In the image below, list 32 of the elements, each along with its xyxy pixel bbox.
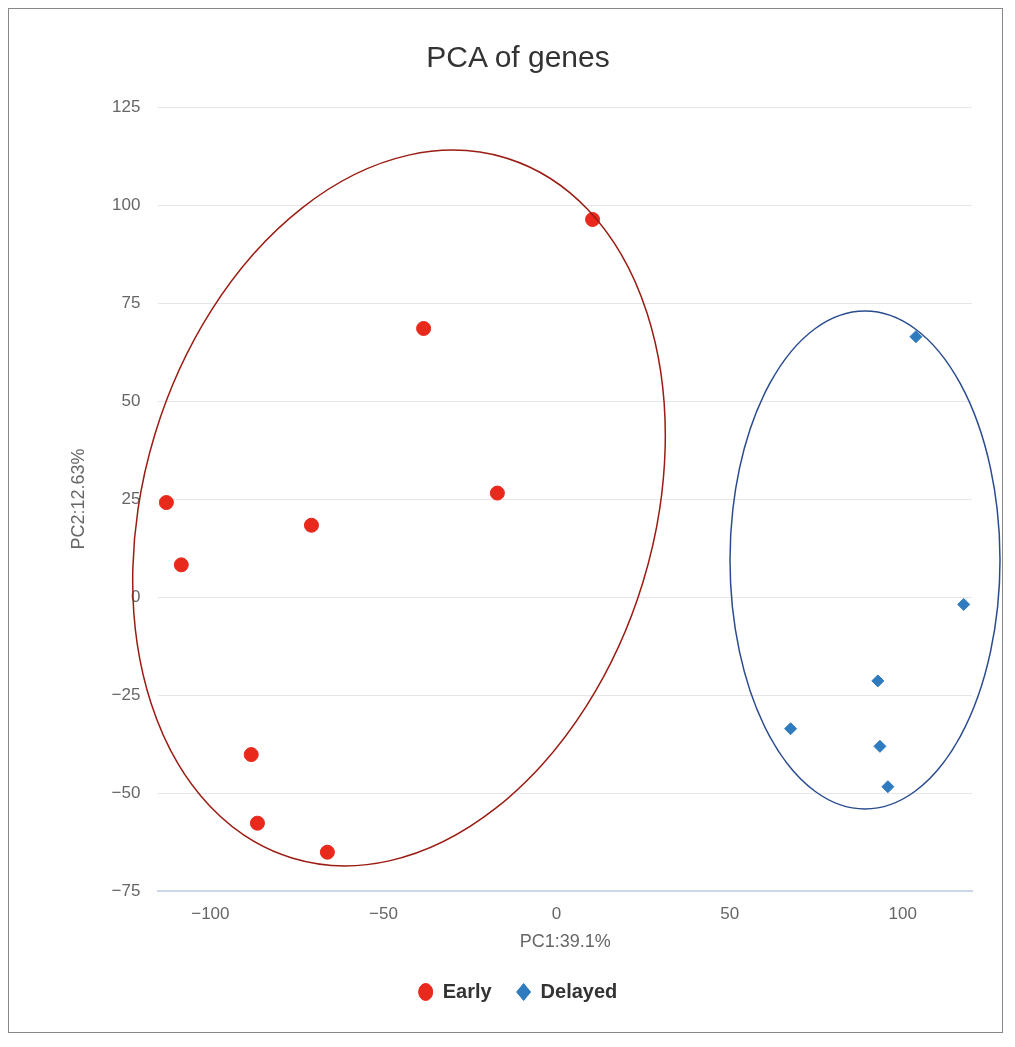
- point: [881, 780, 895, 794]
- legend-label: Delayed: [540, 979, 618, 1002]
- y-axis-title: PC2:12.63%: [67, 448, 88, 550]
- point: [957, 597, 971, 611]
- point: [416, 320, 432, 336]
- point: [249, 815, 265, 831]
- y-tick-label: −50: [111, 782, 141, 802]
- point: [303, 517, 319, 533]
- y-tick-label: 75: [121, 292, 141, 312]
- point: [784, 722, 798, 736]
- point: [909, 330, 923, 344]
- y-tick-label: 100: [112, 194, 141, 214]
- y-tick-label: −25: [111, 684, 141, 704]
- x-tick-label: 100: [888, 903, 917, 923]
- point: [158, 495, 174, 511]
- point: [243, 747, 259, 763]
- point: [871, 674, 885, 688]
- x-tick-label: −50: [369, 903, 398, 923]
- y-tick-label: 50: [121, 390, 141, 410]
- point: [873, 739, 887, 753]
- y-tick-label: 125: [112, 96, 141, 116]
- point: [173, 557, 189, 573]
- y-tick-label: −75: [111, 880, 141, 900]
- x-axis-title: PC1:39.1%: [519, 931, 611, 952]
- x-tick-label: 50: [720, 903, 740, 923]
- y-tick-label: 25: [121, 488, 141, 508]
- x-tick-label: 0: [551, 903, 562, 923]
- chart-title: PCA of genes: [426, 40, 610, 74]
- point: [489, 485, 505, 501]
- point: [319, 844, 335, 860]
- legend-label: Early: [442, 979, 493, 1002]
- x-tick-label: −100: [191, 903, 230, 923]
